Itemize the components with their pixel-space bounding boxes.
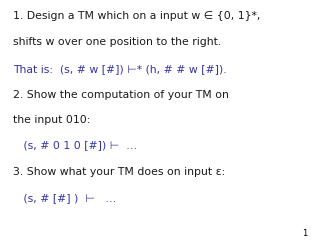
Text: (s, # 0 1 0 [#]) ⊢  …: (s, # 0 1 0 [#]) ⊢ … xyxy=(13,140,137,150)
Text: shifts w over one position to the right.: shifts w over one position to the right. xyxy=(13,37,221,47)
Text: 1: 1 xyxy=(302,228,307,238)
Text: (s, # [#] )  ⊢   …: (s, # [#] ) ⊢ … xyxy=(13,193,116,203)
Text: That is:  (s, # w [#]) ⊢* (h, # # w [#]).: That is: (s, # w [#]) ⊢* (h, # # w [#]). xyxy=(13,64,227,74)
Text: 1. Design a TM which on a input w ∈ {0, 1}*,: 1. Design a TM which on a input w ∈ {0, … xyxy=(13,11,260,21)
Text: 3. Show what your TM does on input ε:: 3. Show what your TM does on input ε: xyxy=(13,167,225,177)
Text: the input 010:: the input 010: xyxy=(13,115,90,125)
Text: 2. Show the computation of your TM on: 2. Show the computation of your TM on xyxy=(13,90,229,100)
